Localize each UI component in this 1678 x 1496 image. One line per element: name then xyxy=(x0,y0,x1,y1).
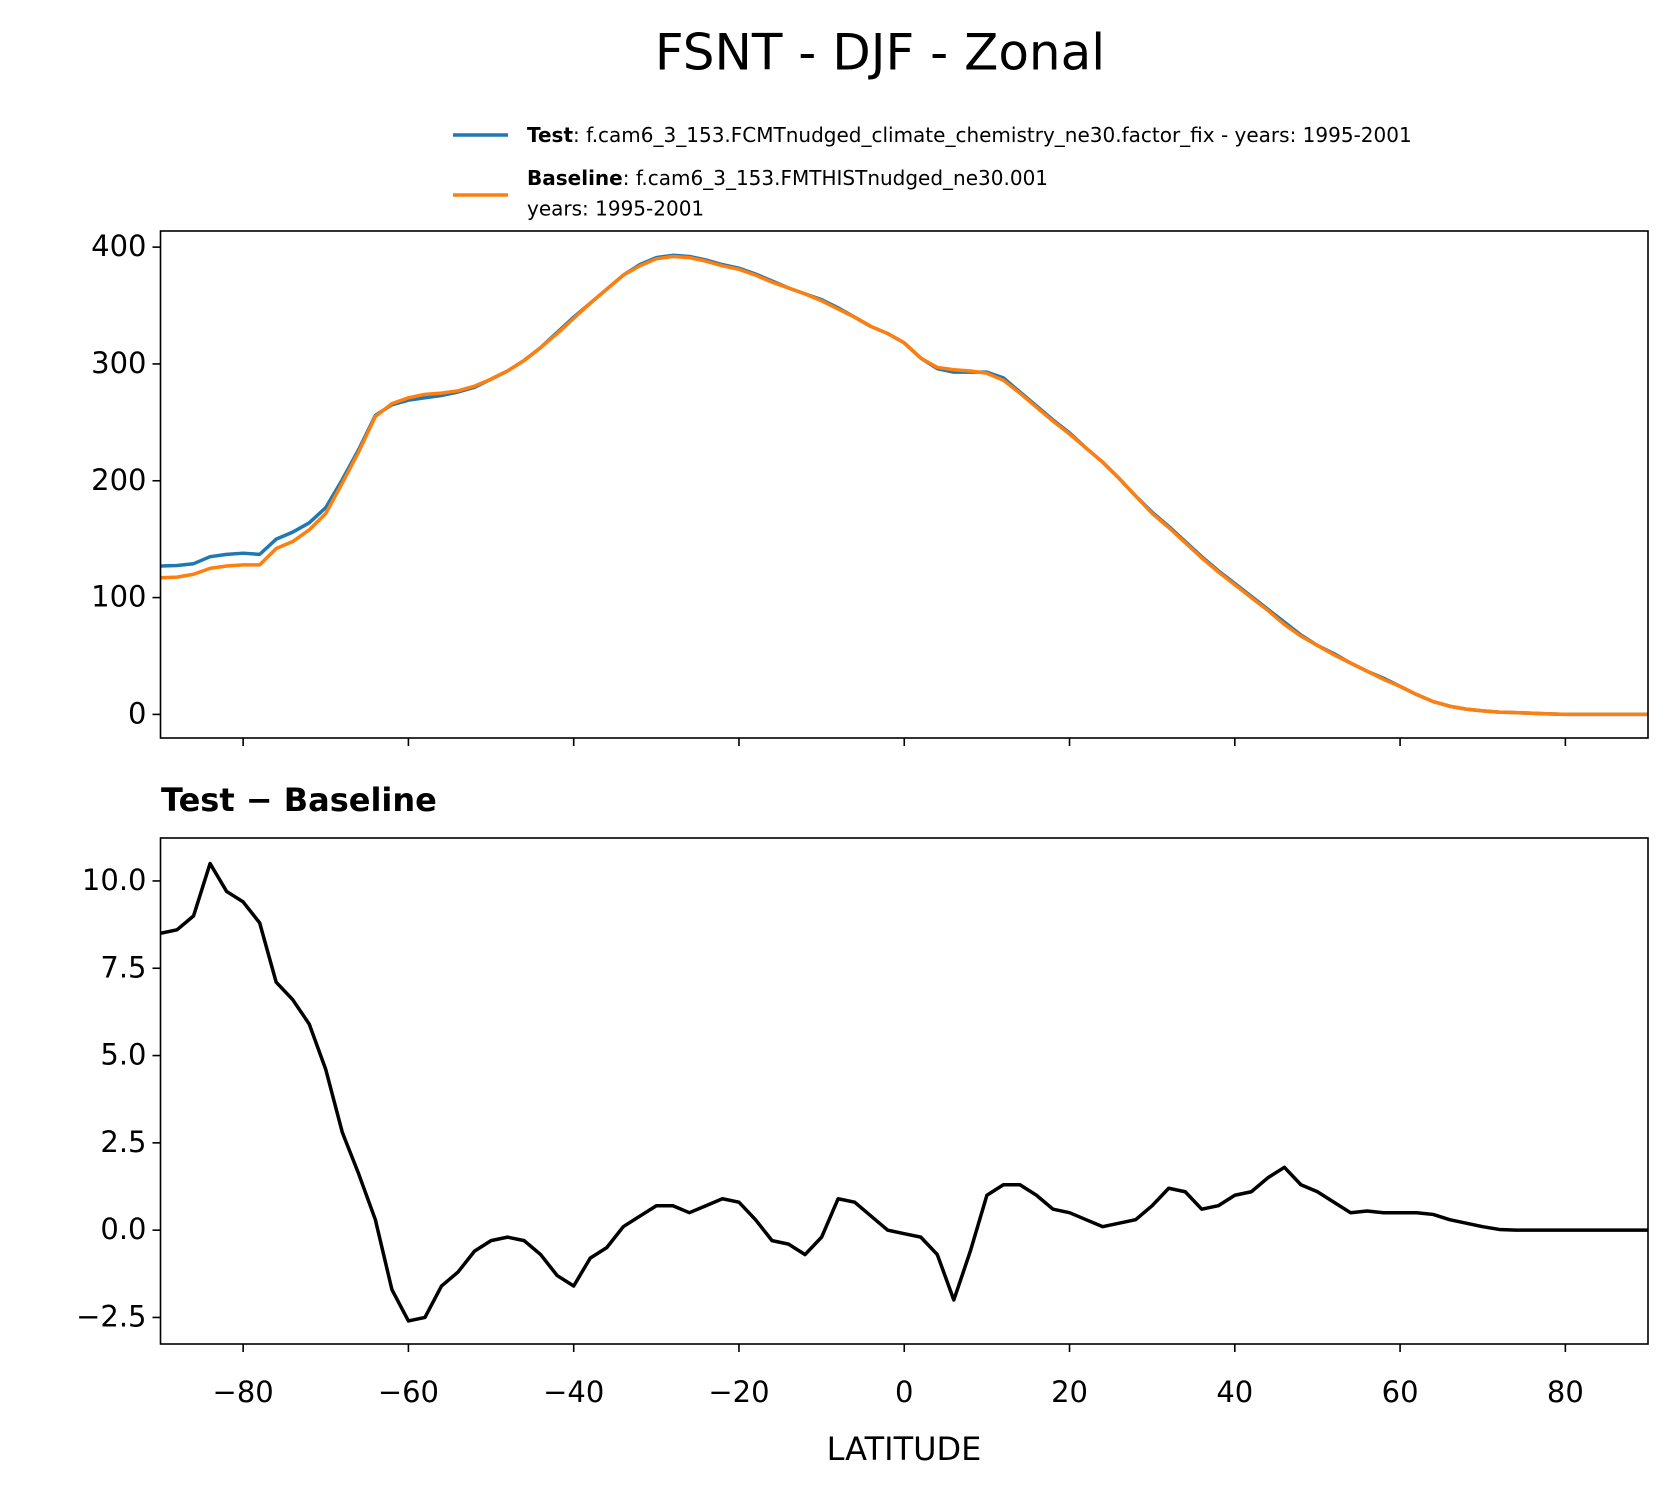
x-tick-label: 20 xyxy=(1051,1375,1088,1409)
y-tick-label: 2.5 xyxy=(100,1125,146,1159)
legend-entry: Baseline: f.cam6_3_153.FMTHISTnudged_ne3… xyxy=(527,166,1048,190)
plot-frame xyxy=(159,837,1649,1345)
legend-description: years: 1995-2001 xyxy=(527,197,704,221)
subplot-title: Test − Baseline xyxy=(161,781,437,819)
x-tick-label: 0 xyxy=(895,1375,913,1409)
legend-description: : f.cam6_3_153.FMTHISTnudged_ne30.001 xyxy=(623,166,1048,190)
figure-title: FSNT - DJF - Zonal xyxy=(655,24,1105,82)
x-axis-label: LATITUDE xyxy=(827,1430,982,1468)
y-tick-label: 10.0 xyxy=(82,863,147,897)
y-tick-label: 7.5 xyxy=(100,950,146,984)
y-tick-label: 0.0 xyxy=(100,1212,146,1246)
y-tick-label: 400 xyxy=(91,229,146,263)
x-tick-label: −60 xyxy=(378,1375,439,1409)
x-tick-label: 80 xyxy=(1547,1375,1584,1409)
data-line xyxy=(160,254,1648,717)
y-tick-label: 5.0 xyxy=(100,1038,146,1072)
legend-name: Baseline xyxy=(527,166,623,190)
x-tick-label: −40 xyxy=(543,1375,604,1409)
legend-name: Test xyxy=(527,123,573,147)
data-line xyxy=(160,861,1648,1323)
y-tick-label: −2.5 xyxy=(76,1299,146,1333)
y-tick-label: 200 xyxy=(91,463,146,497)
legend: Test: f.cam6_3_153.FCMTnudged_climate_ch… xyxy=(453,123,1412,221)
x-tick-label: −20 xyxy=(708,1375,769,1409)
legend-description: : f.cam6_3_153.FCMTnudged_climate_chemis… xyxy=(573,123,1412,147)
x-tick-label: 60 xyxy=(1382,1375,1419,1409)
legend-entry: Test: f.cam6_3_153.FCMTnudged_climate_ch… xyxy=(527,123,1412,147)
x-tick-label: −80 xyxy=(213,1375,274,1409)
y-tick-label: 0 xyxy=(128,696,146,730)
y-tick-label: 100 xyxy=(91,580,146,614)
y-tick-label: 300 xyxy=(91,346,146,380)
plot-frame xyxy=(159,230,1649,739)
x-tick-label: 40 xyxy=(1216,1375,1253,1409)
